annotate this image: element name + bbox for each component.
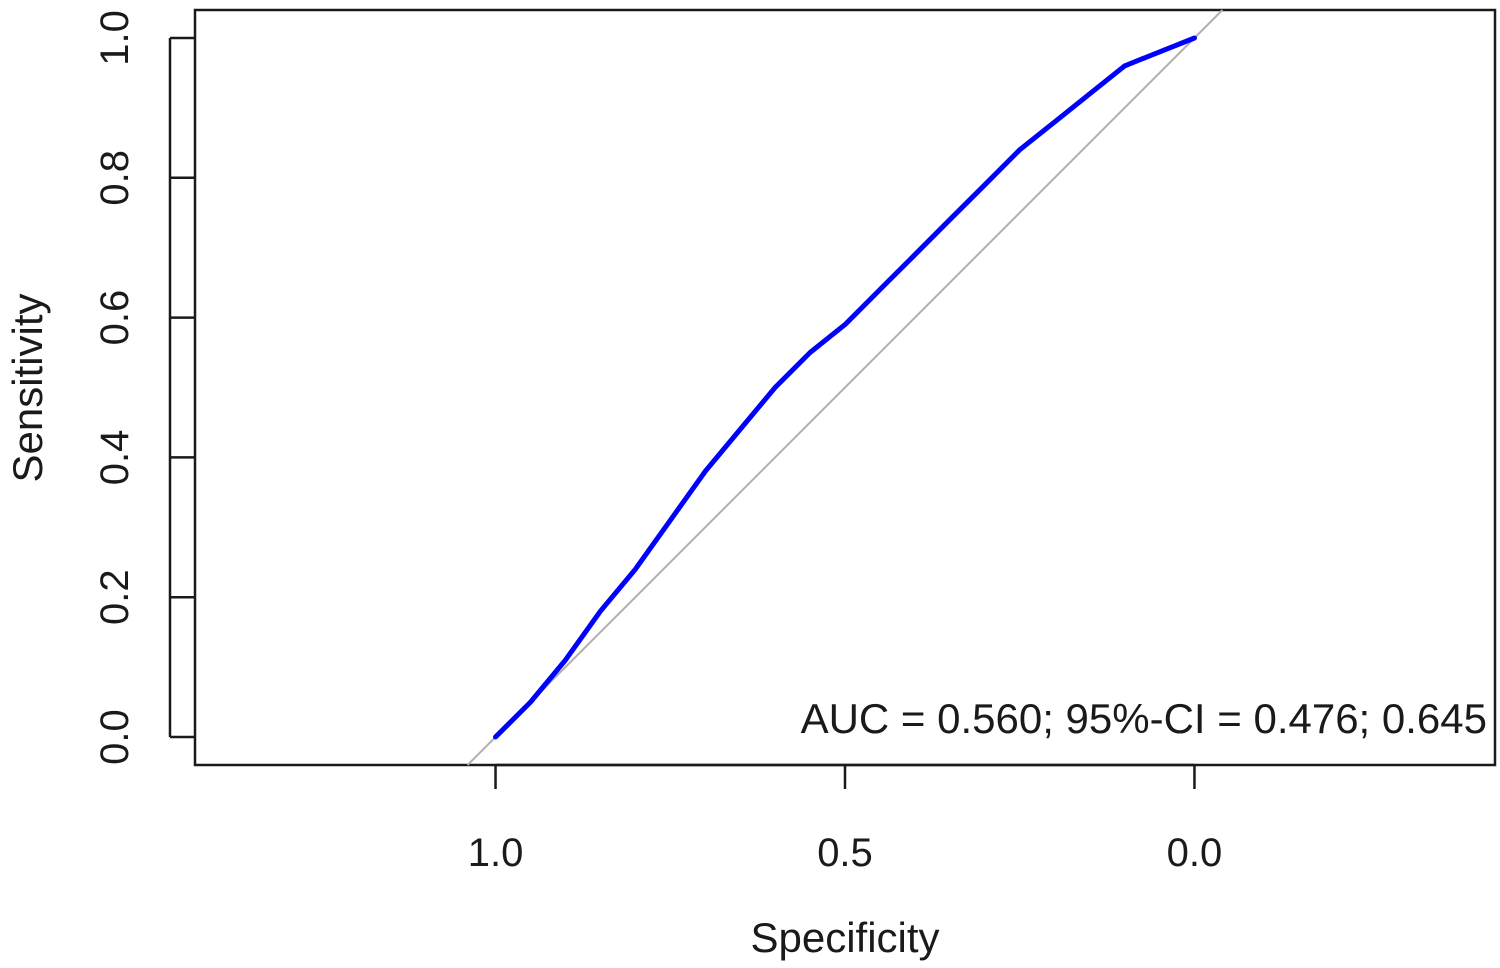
y-tick-label: 0.4: [93, 430, 137, 486]
y-tick-label: 1.0: [93, 10, 137, 66]
y-tick-label: 0.6: [93, 290, 137, 346]
x-tick-label: 1.0: [468, 831, 524, 875]
y-tick-label: 0.8: [93, 150, 137, 206]
y-tick-label: 0.2: [93, 569, 137, 625]
y-axis-label: Sensitivity: [4, 293, 51, 482]
reference-diagonal: [466, 9, 1224, 766]
x-axis-label: Specificity: [750, 914, 939, 961]
y-tick-label: 0.0: [93, 709, 137, 765]
x-tick-label: 0.0: [1167, 831, 1223, 875]
roc-curve-line: [493, 35, 1197, 740]
reference-diagonal-layer: [466, 9, 1224, 766]
y-axis: 0.0 0.2 0.4 0.6 0.8 1.0: [93, 10, 195, 765]
x-axis: 1.0 0.5 0.0: [468, 763, 1223, 875]
roc-curve-layer: [493, 35, 1197, 740]
x-tick-label: 0.5: [817, 831, 873, 875]
auc-annotation: AUC = 0.560; 95%-CI = 0.476; 0.645: [801, 695, 1487, 742]
